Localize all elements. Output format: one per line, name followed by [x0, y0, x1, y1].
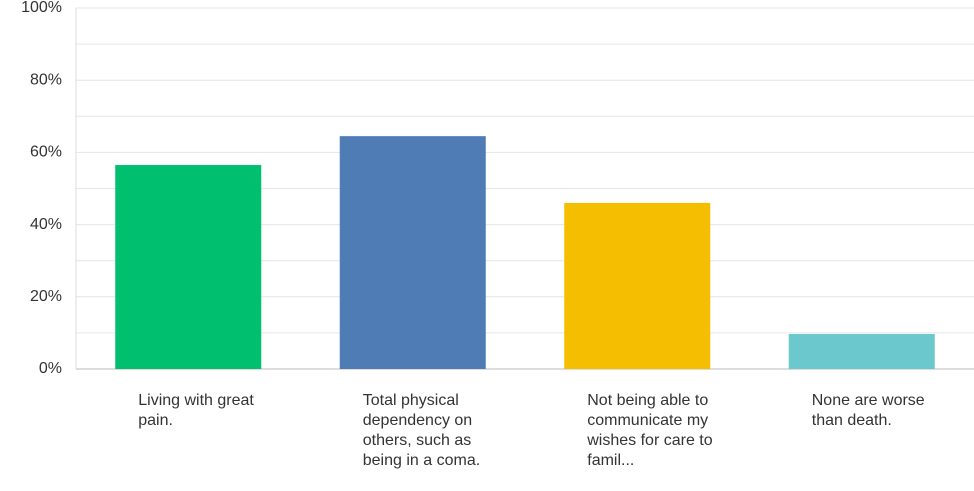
x-tick-label: Not being able to communicate my wishes …	[587, 392, 713, 469]
y-tick-label: 20%	[30, 288, 62, 305]
x-tick-label: Living with great pain.	[138, 392, 254, 429]
x-tick-label: None are worse than death.	[811, 392, 925, 429]
bar	[564, 202, 711, 369]
bar	[339, 136, 486, 369]
y-tick-label: 0%	[39, 360, 62, 377]
y-tick-label: 40%	[30, 216, 62, 233]
y-tick-label: 80%	[30, 71, 62, 88]
bar	[115, 165, 262, 369]
y-tick-label: 60%	[30, 144, 62, 161]
x-tick-label: Total physical dependency on others, suc…	[362, 392, 481, 469]
y-tick-label: 100%	[21, 0, 62, 16]
bar	[788, 333, 935, 369]
